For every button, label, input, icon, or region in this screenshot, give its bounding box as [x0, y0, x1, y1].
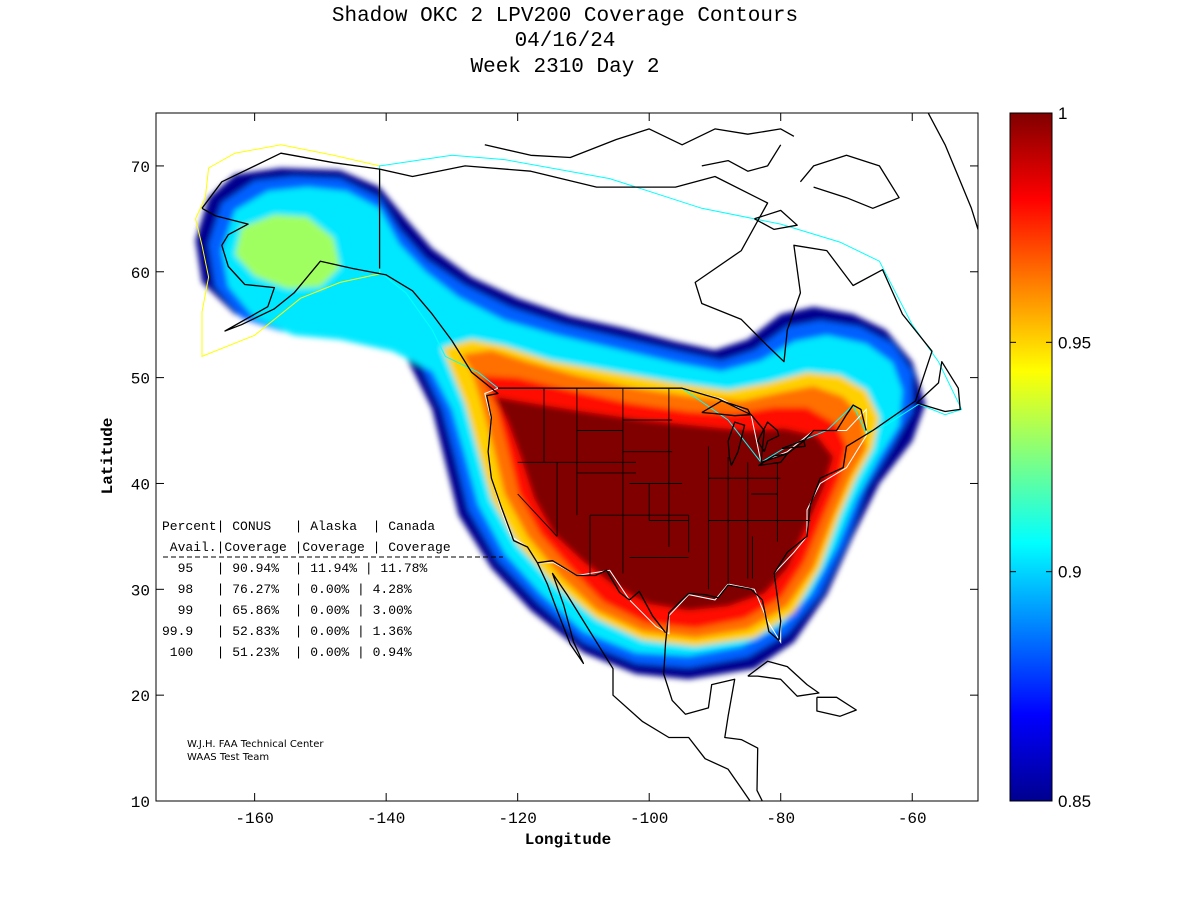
title-line-1: Shadow OKC 2 LPV200 Coverage Contours — [332, 5, 798, 28]
coastline — [484, 128, 795, 159]
y-tick-label: 30 — [131, 582, 150, 600]
coastline — [701, 400, 752, 417]
x-tick-label: -140 — [367, 810, 405, 828]
table-row: 99 | 65.86% | 0.00% | 3.00% — [162, 603, 412, 618]
y-tick-label: 50 — [131, 371, 150, 389]
x-tick-label: -60 — [898, 810, 927, 828]
colorbar-tick-label: 1 — [1058, 104, 1067, 123]
availability-table: Percent| CONUS | Alaska | Canada Avail.|… — [162, 519, 503, 660]
colorbar: 1 0.95 0.9 0.85 — [1009, 104, 1091, 811]
axis-ticks: -160 -140 -120 -100 -80 -60 10 20 30 40 50 60 70 — [131, 113, 978, 828]
coastline — [201, 152, 933, 801]
coverage-contours — [194, 113, 978, 801]
coastline — [754, 209, 798, 231]
coastline — [537, 560, 667, 634]
title-line-3: Week 2310 Day 2 — [470, 56, 659, 79]
coastline — [201, 207, 751, 801]
coastline — [727, 421, 746, 466]
canada-service-boundary — [379, 154, 963, 463]
coastline — [757, 421, 780, 453]
y-axis-label: Latitude — [99, 418, 117, 495]
table-row: 95 | 90.94% | 11.94% | 11.78% — [162, 561, 427, 576]
colorbar-tick-label: 0.85 — [1058, 792, 1091, 811]
coastline — [781, 439, 806, 450]
x-tick-label: -100 — [630, 810, 668, 828]
y-tick-label: 60 — [131, 265, 150, 283]
coastline — [916, 361, 961, 413]
coastline — [701, 144, 782, 172]
coastline — [747, 660, 820, 697]
coastline — [816, 696, 857, 717]
colorbar-tick-label: 0.95 — [1058, 333, 1091, 352]
map-plot-area: -160 -140 -120 -100 -80 -60 10 20 30 40 50 60 70 — [131, 112, 979, 828]
table-row: 98 | 76.27% | 0.00% | 4.28% — [162, 582, 412, 597]
title-line-2: 04/16/24 — [515, 30, 616, 53]
state-border — [517, 493, 558, 537]
y-tick-label: 10 — [131, 794, 150, 812]
coverage-contour-band — [494, 396, 834, 611]
x-tick-label: -120 — [498, 810, 536, 828]
colorbar-tick-label: 0.9 — [1058, 563, 1082, 582]
x-axis-label: Longitude — [525, 831, 611, 849]
alaska-service-boundary — [194, 144, 381, 358]
plot-frame — [155, 112, 979, 802]
x-tick-label: -80 — [766, 810, 795, 828]
table-header-1: Percent| CONUS | Alaska | Canada — [162, 519, 435, 534]
table-row: 99.9 | 52.83% | 0.00% | 1.36% — [162, 624, 412, 639]
table-header-2: Avail.|Coverage |Coverage | Coverage — [162, 540, 451, 555]
colorbar-ticks: 1 0.95 0.9 0.85 — [1010, 104, 1091, 811]
x-tick-label: -160 — [235, 810, 273, 828]
y-tick-label: 70 — [131, 159, 150, 177]
credit-line-2: WAAS Test Team — [187, 752, 269, 763]
y-tick-label: 20 — [131, 688, 150, 706]
y-tick-label: 40 — [131, 476, 150, 494]
coverage-contour-band — [234, 214, 341, 289]
colorbar-gradient — [1009, 112, 1053, 802]
table-row: 100 | 51.23% | 0.00% | 0.94% — [162, 645, 412, 660]
coastline — [927, 113, 978, 230]
coastline — [758, 453, 788, 467]
credit-line-1: W.J.H. FAA Technical Center — [187, 739, 324, 750]
coastline — [799, 154, 900, 209]
